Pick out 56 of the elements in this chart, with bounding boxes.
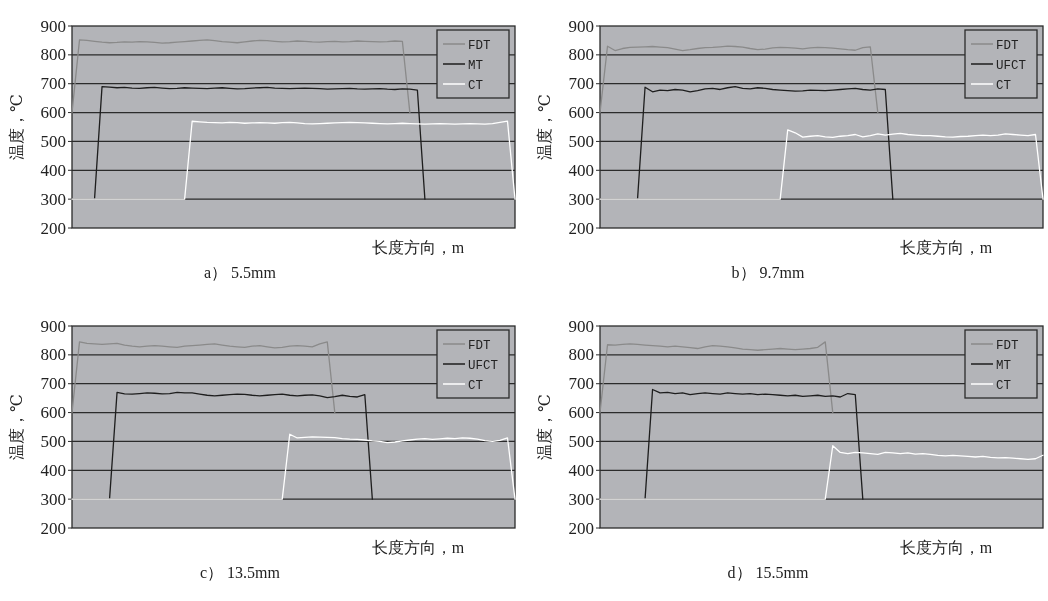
y-tick-label: 600 (568, 403, 594, 423)
y-tick-label: 400 (40, 160, 66, 180)
legend-label: CT (468, 378, 484, 393)
y-tick-label: 200 (40, 218, 66, 238)
y-tick-label: 200 (568, 218, 594, 238)
y-tick-label: 600 (40, 103, 66, 123)
y-tick-label: 900 (40, 316, 66, 336)
x-axis-title: 长度方向，m (371, 539, 465, 556)
legend-label: CT (996, 378, 1012, 393)
y-tick-label: 900 (40, 16, 66, 36)
y-tick-label: 900 (568, 16, 594, 36)
legend-label: UFCT (468, 358, 499, 373)
y-tick-label: 300 (40, 489, 66, 509)
text: b） 9.7mm (731, 264, 805, 281)
y-axis-title: 温度，℃ (536, 394, 553, 460)
text: a） 5.5mm (204, 264, 277, 281)
x-axis-title: 长度方向，m (371, 239, 465, 256)
y-tick-label: 300 (568, 189, 594, 209)
y-tick-label: 800 (40, 345, 66, 365)
y-tick-label: 400 (40, 460, 66, 480)
text: c） 13.5mm (200, 564, 281, 581)
y-tick-label: 200 (40, 518, 66, 538)
legend-label: FDT (996, 38, 1019, 53)
y-tick-label: 300 (40, 189, 66, 209)
y-tick-label: 400 (568, 460, 594, 480)
legend-label: FDT (996, 338, 1019, 353)
y-tick-label: 500 (568, 431, 594, 451)
legend-label: CT (996, 78, 1012, 93)
y-tick-label: 700 (568, 74, 594, 94)
y-tick-label: 500 (40, 431, 66, 451)
y-tick-label: 900 (568, 316, 594, 336)
y-tick-label: 200 (568, 518, 594, 538)
legend-label: FDT (468, 38, 491, 53)
legend-label: FDT (468, 338, 491, 353)
y-tick-label: 800 (568, 345, 594, 365)
y-tick-label: 600 (40, 403, 66, 423)
x-axis-title: 长度方向，m (899, 239, 993, 256)
x-axis-title: 长度方向，m (899, 539, 993, 556)
y-tick-label: 500 (40, 131, 66, 151)
y-axis-title: 温度，℃ (8, 94, 25, 160)
y-axis-title: 温度，℃ (8, 394, 25, 460)
y-axis-title: 温度，℃ (536, 94, 553, 160)
y-tick-label: 700 (40, 374, 66, 394)
legend-label: CT (468, 78, 484, 93)
y-tick-label: 500 (568, 131, 594, 151)
text: d） 15.5mm (727, 564, 809, 581)
y-tick-label: 600 (568, 103, 594, 123)
y-tick-label: 800 (40, 45, 66, 65)
y-tick-label: 700 (40, 74, 66, 94)
y-tick-label: 400 (568, 160, 594, 180)
y-tick-label: 300 (568, 489, 594, 509)
y-tick-label: 700 (568, 374, 594, 394)
y-tick-label: 800 (568, 45, 594, 65)
legend-label: UFCT (996, 58, 1027, 73)
legend-label: MT (996, 358, 1012, 373)
legend-label: MT (468, 58, 484, 73)
